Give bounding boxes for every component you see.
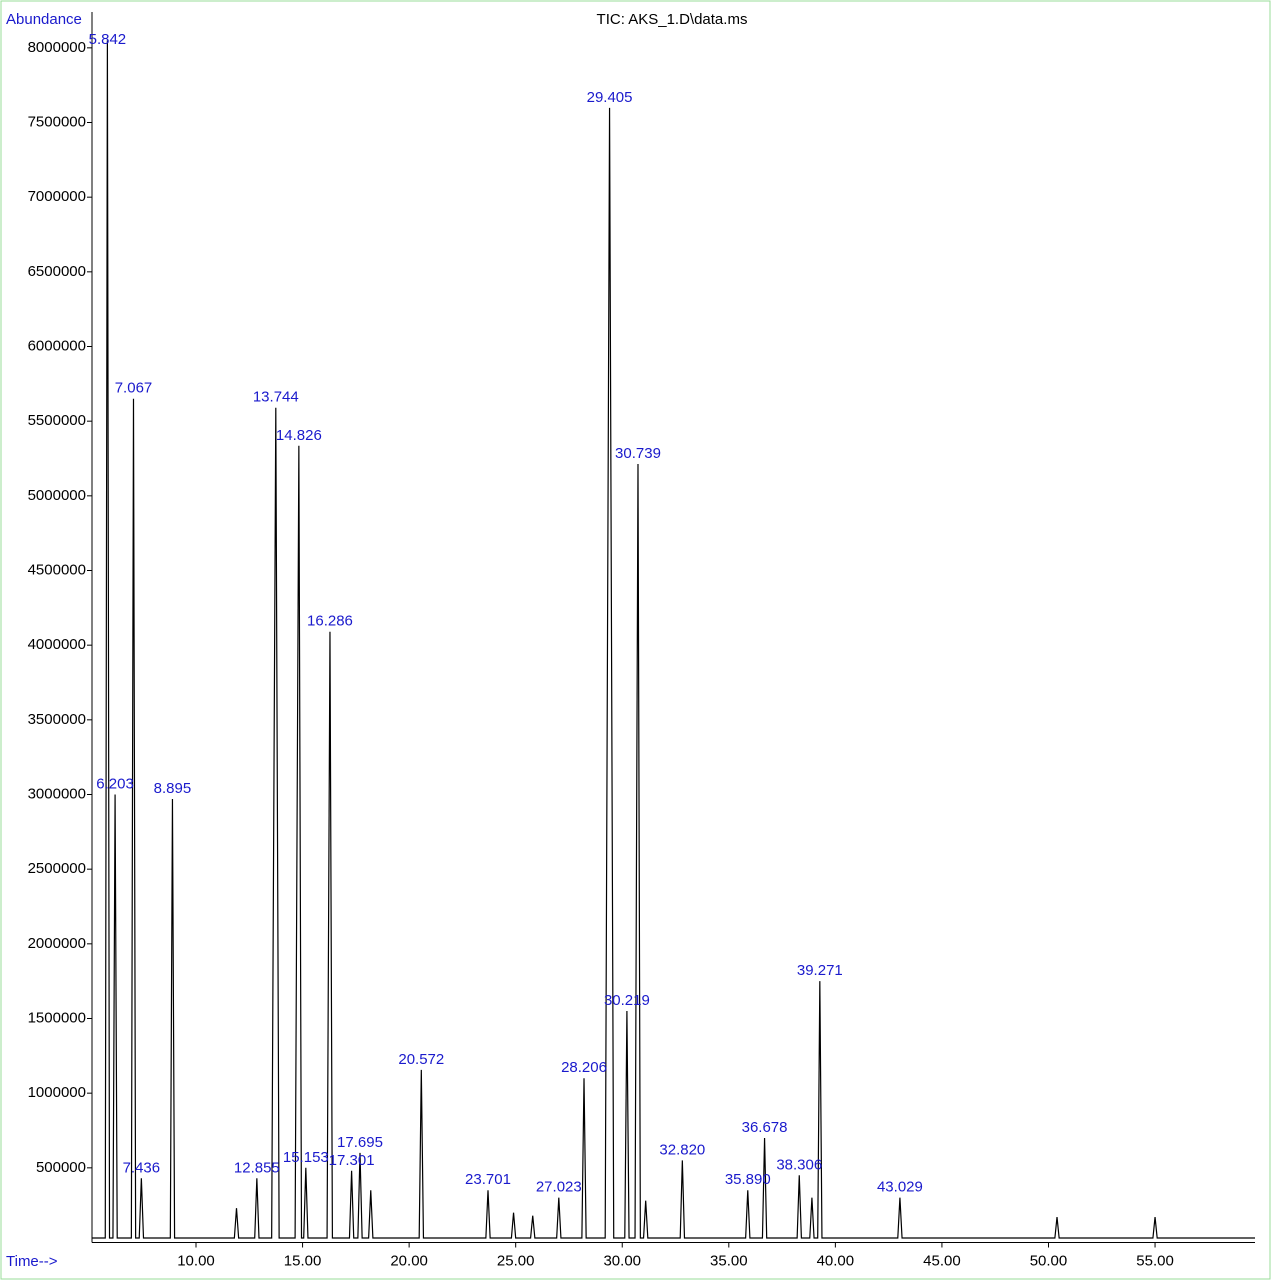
y-tick-label: 2500000	[28, 860, 86, 877]
trace	[92, 40, 1255, 1239]
x-tick-label: 35.00	[710, 1252, 748, 1269]
peak-label: 5.842	[89, 31, 127, 48]
y-tick-label: 1000000	[28, 1084, 86, 1101]
peak-label: 32.820	[659, 1141, 705, 1158]
peak-label: 20.572	[398, 1051, 444, 1068]
peak-label: 27.023	[536, 1179, 582, 1196]
y-tick-label: 7500000	[28, 113, 86, 130]
peak-label: 29.405	[587, 89, 633, 106]
y-tick-label: 3000000	[28, 785, 86, 802]
peak-label: 7.436	[123, 1159, 161, 1176]
peak-label: 6.203	[96, 775, 134, 792]
y-tick-label: 4500000	[28, 561, 86, 578]
peak-label: 12.855	[234, 1159, 280, 1176]
y-tick-label: 6000000	[28, 337, 86, 354]
x-tick-label: 20.00	[390, 1252, 428, 1269]
x-tick-label: 10.00	[177, 1252, 215, 1269]
peak-label: 14.826	[276, 427, 322, 444]
x-axis-label: Time-->	[6, 1253, 58, 1270]
y-axis-label: Abundance	[6, 11, 82, 28]
y-tick-label: 5500000	[28, 412, 86, 429]
peak-label: 16.286	[307, 613, 353, 630]
peak-label: 7.067	[115, 380, 153, 397]
peak-label: 30.739	[615, 445, 661, 462]
peak-label: 36.678	[742, 1119, 788, 1136]
y-tick-label: 5000000	[28, 487, 86, 504]
y-tick-label: 8000000	[28, 39, 86, 56]
peak-label: 17.301	[329, 1152, 375, 1169]
y-tick-label: 1500000	[28, 1009, 86, 1026]
peak-label: 8.895	[154, 780, 192, 797]
x-tick-label: 30.00	[603, 1252, 641, 1269]
peak-label: 17.695	[337, 1134, 383, 1151]
peak-label: 39.271	[797, 962, 843, 979]
x-tick-label: 50.00	[1030, 1252, 1068, 1269]
y-tick-label: 4000000	[28, 636, 86, 653]
x-tick-label: 45.00	[923, 1252, 961, 1269]
x-tick-label: 25.00	[497, 1252, 535, 1269]
y-tick-label: 3500000	[28, 711, 86, 728]
peak-label: 30.219	[604, 992, 650, 1009]
peak-label: 28.206	[561, 1059, 607, 1076]
peak-label: 23.701	[465, 1171, 511, 1188]
peak-label: 13.744	[253, 389, 299, 406]
y-tick-label: 6500000	[28, 263, 86, 280]
peak-label: 15.153	[283, 1149, 329, 1166]
y-tick-label: 7000000	[28, 188, 86, 205]
peak-label: 43.029	[877, 1179, 923, 1196]
x-tick-label: 55.00	[1136, 1252, 1174, 1269]
x-tick-label: 15.00	[284, 1252, 322, 1269]
peak-label: 38.306	[776, 1156, 822, 1173]
peak-label: 35.890	[725, 1171, 771, 1188]
x-tick-label: 40.00	[817, 1252, 855, 1269]
chart-title: TIC: AKS_1.D\data.ms	[597, 11, 748, 28]
y-tick-label: 2000000	[28, 935, 86, 952]
y-tick-label: 500000	[36, 1159, 86, 1176]
